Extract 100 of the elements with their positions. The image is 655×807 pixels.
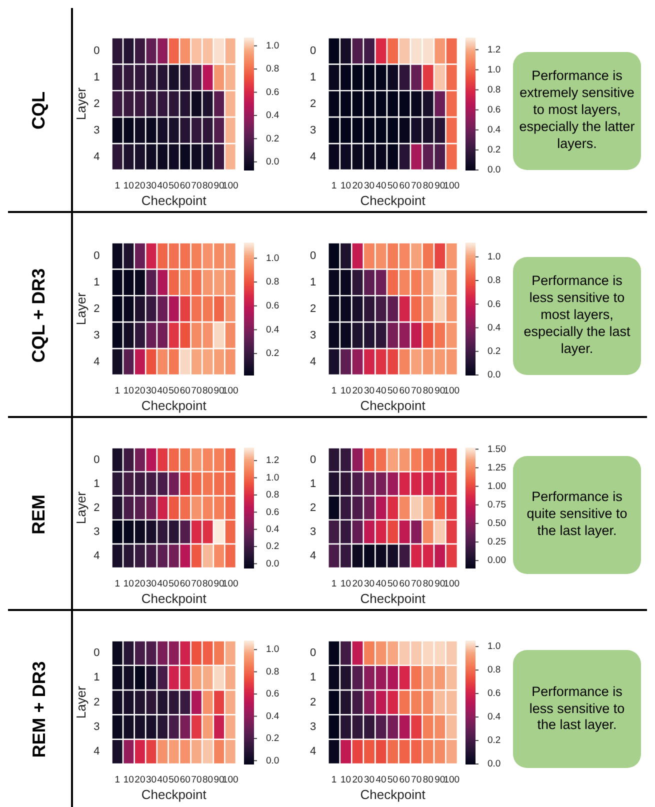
color-bar-label: 0.0 xyxy=(488,370,501,381)
x-tick-label: 40 xyxy=(157,180,168,192)
x-tick-label: 1 xyxy=(331,774,337,786)
y-tick-label: 2 xyxy=(94,502,100,514)
y-tick-label: 2 xyxy=(94,696,100,708)
x-tick-label: 1 xyxy=(114,774,120,786)
x-tick-label: 30 xyxy=(146,578,157,590)
y-tick-label: 0 xyxy=(94,250,100,262)
x-tick-label: 60 xyxy=(180,385,190,396)
x-tick-label: 10 xyxy=(123,774,134,786)
y-tick-label: 4 xyxy=(94,746,100,758)
x-tick-label: 90 xyxy=(214,578,224,590)
x-axis-title: Checkpoint xyxy=(141,590,207,606)
x-tick-label: 50 xyxy=(388,385,398,396)
x-tick-label: 1 xyxy=(114,578,120,590)
y-tick-label: 4 xyxy=(94,356,100,368)
color-bar-label: 0.6 xyxy=(266,86,280,98)
x-tick-label: 60 xyxy=(399,180,410,192)
x-tick-label: 10 xyxy=(123,385,134,396)
color-bar-label: 0.6 xyxy=(266,688,280,700)
x-axis-title: Checkpoint xyxy=(141,192,207,208)
x-tick-label: 100 xyxy=(444,385,460,396)
x-tick-label: 90 xyxy=(434,578,446,590)
x-tick-label: 70 xyxy=(191,578,202,590)
y-axis-title: Layer xyxy=(73,292,88,326)
color-bar-label: 0.0 xyxy=(266,156,280,168)
x-tick-label: 80 xyxy=(202,774,214,786)
x-tick-label: 100 xyxy=(222,385,238,396)
x-tick-label: 70 xyxy=(411,774,422,786)
x-tick-label: 80 xyxy=(202,385,214,396)
color-bar-label: 0.00 xyxy=(488,555,506,566)
color-bar-label: 0.8 xyxy=(266,666,280,678)
x-tick-label: 40 xyxy=(376,578,386,590)
color-bar-label: 1.0 xyxy=(266,472,280,484)
x-tick-label: 10 xyxy=(340,578,352,590)
x-tick-label: 50 xyxy=(388,578,398,590)
color-bar-label: 0.2 xyxy=(488,735,501,746)
y-tick-label: 3 xyxy=(310,526,316,538)
color-bar-label: 0.6 xyxy=(488,688,501,700)
x-tick-label: 90 xyxy=(214,774,224,786)
y-tick-label: 0 xyxy=(94,454,100,466)
text: CQL xyxy=(28,92,50,130)
y-tick-label: 1 xyxy=(94,71,100,84)
y-tick-label: 2 xyxy=(94,302,100,315)
y-tick-label: 1 xyxy=(310,478,316,490)
x-tick-label: 60 xyxy=(180,180,190,192)
x-tick-label: 1 xyxy=(331,180,337,192)
color-bar-label: 0.8 xyxy=(266,64,280,75)
x-tick-label: 100 xyxy=(222,774,238,786)
x-tick-label: 10 xyxy=(123,578,134,590)
color-bar-label: 0.8 xyxy=(266,490,280,501)
color-bar-label: 0.2 xyxy=(488,144,501,156)
x-tick-label: 100 xyxy=(444,180,460,192)
y-tick-label: 0 xyxy=(310,250,316,262)
x-tick-label: 80 xyxy=(202,578,214,590)
color-bar-label: 0.2 xyxy=(266,733,280,744)
x-axis-title: Checkpoint xyxy=(360,192,426,208)
x-tick-label: 30 xyxy=(364,385,375,396)
y-axis-title: Layer xyxy=(73,86,88,120)
x-tick-label: 40 xyxy=(376,385,386,396)
color-bar-label: 0.2 xyxy=(266,541,280,552)
x-tick-label: 20 xyxy=(352,578,363,590)
color-bar-label: 0.6 xyxy=(266,506,280,518)
x-tick-label: 20 xyxy=(134,385,146,396)
x-tick-label: 20 xyxy=(352,774,363,786)
y-tick-label: 1 xyxy=(310,276,316,288)
color-bar-label: 1.0 xyxy=(266,644,280,656)
x-tick-label: 30 xyxy=(146,385,157,396)
x-tick-label: 40 xyxy=(157,578,168,590)
x-tick-label: 1 xyxy=(331,578,337,590)
y-tick-label: 3 xyxy=(310,329,316,342)
x-tick-label: 40 xyxy=(157,385,168,396)
x-tick-label: 10 xyxy=(340,774,352,786)
x-tick-label: 80 xyxy=(422,774,434,786)
x-tick-label: 70 xyxy=(191,774,202,786)
y-tick-label: 2 xyxy=(310,502,316,514)
x-tick-label: 100 xyxy=(222,578,238,590)
text: Performance is extremely sensitive to most layers, especially the latter layers. xyxy=(519,68,635,153)
text: Performance is quite sensitive to the last layer. xyxy=(526,489,628,540)
y-tick-label: 1 xyxy=(94,276,100,288)
x-tick-label: 20 xyxy=(352,385,363,396)
color-bar-label: 1.50 xyxy=(488,444,506,455)
color-bar-label: 0.25 xyxy=(488,536,506,548)
text: REM + DR3 xyxy=(28,660,50,758)
color-bar-label: 0.4 xyxy=(266,110,280,122)
color-bar-label: 1.0 xyxy=(488,64,501,76)
y-tick-label: 4 xyxy=(94,150,100,163)
y-tick-label: 0 xyxy=(310,647,316,660)
x-tick-label: 20 xyxy=(134,774,146,786)
x-axis-title: Checkpoint xyxy=(360,590,426,606)
x-tick-label: 70 xyxy=(191,180,202,192)
y-tick-label: 0 xyxy=(310,454,316,466)
y-tick-label: 4 xyxy=(94,550,100,562)
color-bar-label: 0.8 xyxy=(488,664,501,676)
x-tick-label: 50 xyxy=(168,774,180,786)
color-bar-label: 0.4 xyxy=(266,524,280,535)
x-tick-label: 40 xyxy=(157,774,168,786)
x-tick-label: 10 xyxy=(340,180,352,192)
y-tick-label: 4 xyxy=(310,550,316,562)
x-axis-title: Checkpoint xyxy=(360,398,426,413)
